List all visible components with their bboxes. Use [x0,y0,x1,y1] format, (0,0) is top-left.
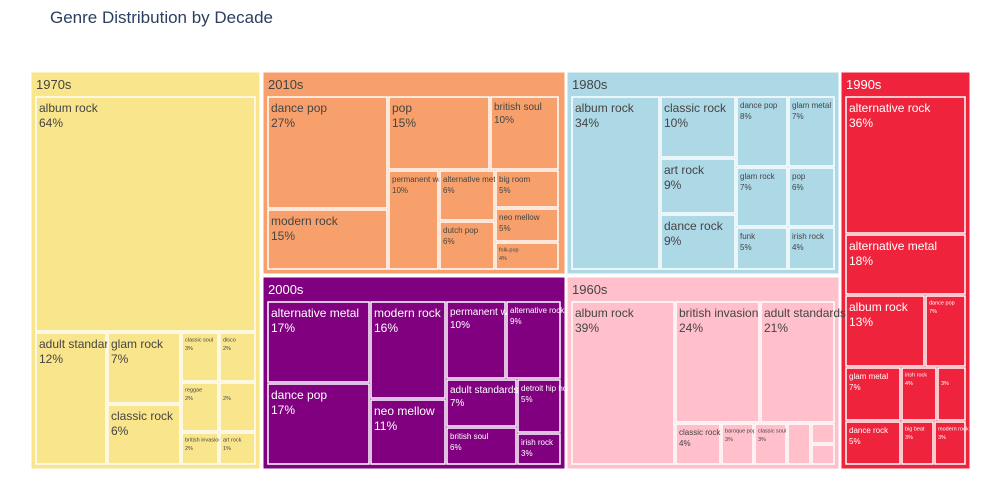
genre-tile[interactable] [754,423,787,465]
genre-tile[interactable] [811,444,835,465]
genre-tile[interactable] [660,96,736,158]
genre-tile[interactable] [934,421,966,465]
genre-tile[interactable] [901,421,934,465]
genre-tile[interactable] [660,214,736,270]
genre-tile[interactable] [35,96,256,332]
genre-tile[interactable] [788,227,835,270]
genre-tile[interactable] [571,301,675,465]
genre-tile[interactable] [107,404,181,465]
genre-tile[interactable] [267,383,370,465]
genre-tile[interactable] [439,221,495,270]
genre-tile[interactable] [490,96,559,170]
genre-tile[interactable] [845,295,925,367]
genre-tile[interactable] [495,242,559,270]
genre-tile[interactable] [517,433,561,465]
genre-tile[interactable] [388,170,439,270]
genre-tile[interactable] [845,421,901,465]
genre-tile[interactable] [937,367,966,421]
genre-tile[interactable] [181,432,219,465]
genre-tile[interactable] [845,367,901,421]
chart-title: Genre Distribution by Decade [50,8,274,27]
genre-tile[interactable] [901,367,937,421]
genre-tile[interactable] [181,332,219,382]
genre-tile[interactable] [267,209,388,270]
genre-tile[interactable] [760,301,835,423]
genre-tile[interactable] [788,96,835,167]
genre-tile[interactable] [219,332,256,382]
genre-tile[interactable] [736,167,788,227]
genre-tile[interactable] [181,382,219,432]
genre-tile[interactable] [35,332,107,465]
genre-tile[interactable] [721,423,754,465]
genre-tile[interactable] [517,379,561,433]
genre-tile[interactable] [219,382,256,432]
genre-tile[interactable] [736,227,788,270]
genre-tile[interactable] [736,96,788,167]
genre-tile[interactable] [107,332,181,404]
genre-tile[interactable] [811,423,835,444]
genre-tile[interactable] [506,301,561,379]
genre-tile[interactable] [495,208,559,242]
genre-tile[interactable] [370,399,446,465]
genre-tile[interactable] [446,379,517,427]
genre-tile[interactable] [571,96,660,270]
genre-tile[interactable] [787,423,811,465]
genre-tile[interactable] [845,234,966,295]
genre-tile[interactable] [495,170,559,208]
genre-tile[interactable] [388,96,490,170]
genre-tile[interactable] [439,170,495,221]
genre-tile[interactable] [925,295,966,367]
genre-tile[interactable] [267,301,370,383]
genre-tile[interactable] [675,301,760,423]
genre-tile[interactable] [267,96,388,209]
genre-tile[interactable] [660,158,736,214]
genre-tile[interactable] [219,432,256,465]
genre-tile[interactable] [845,96,966,234]
genre-tile[interactable] [675,423,721,465]
genre-tile[interactable] [370,301,446,399]
genre-tile[interactable] [446,301,506,379]
genre-tile[interactable] [446,427,517,465]
genre-tile[interactable] [788,167,835,227]
